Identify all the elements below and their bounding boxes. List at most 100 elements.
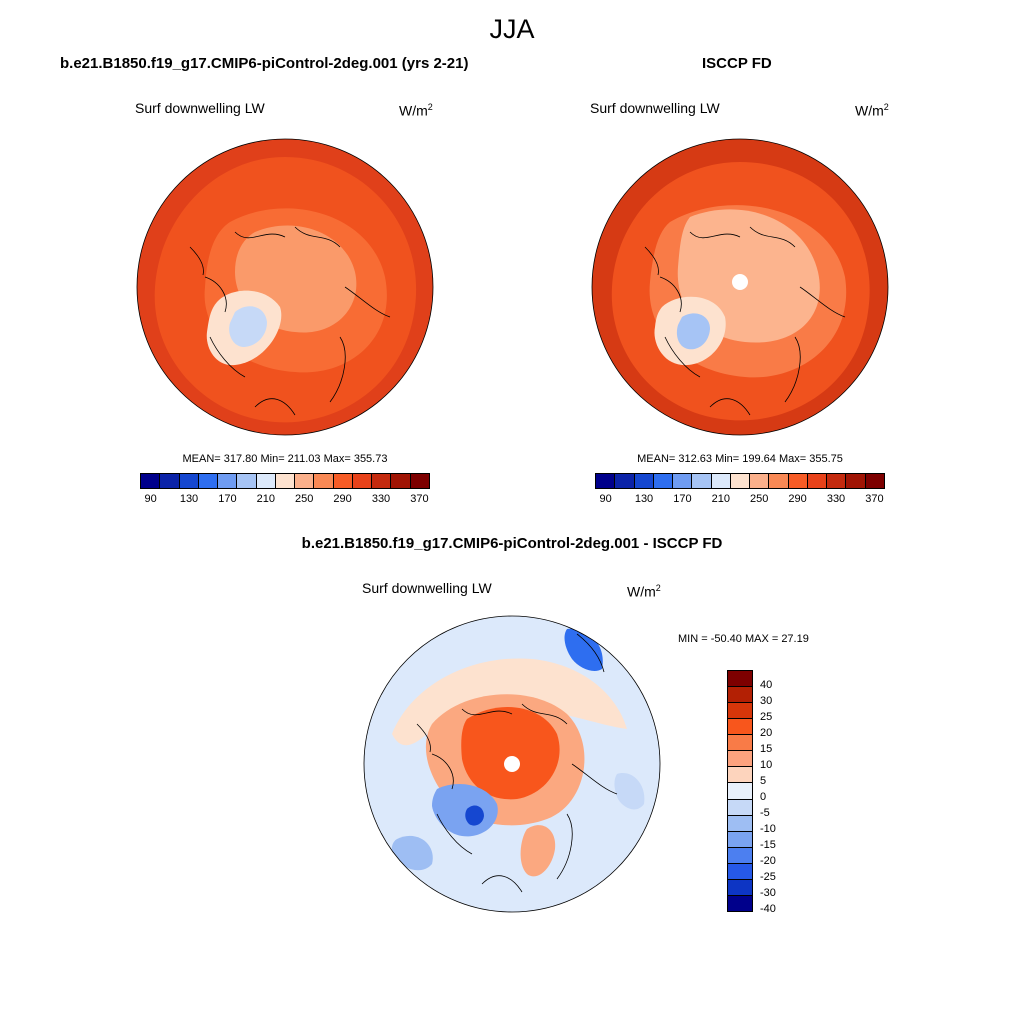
colorbar-swatch: [391, 474, 411, 488]
colorbar-swatch: [596, 474, 616, 488]
panel-2-map: [591, 138, 889, 436]
colorbar-tick-label: -10: [760, 823, 776, 835]
panel-1-stats: MEAN= 317.80 Min= 211.03 Max= 355.73: [182, 453, 388, 465]
colorbar-swatch: [846, 474, 866, 488]
colorbar-swatch: [352, 474, 373, 488]
colorbar-swatch: [728, 847, 752, 864]
panel-3-units: W/m2: [627, 583, 661, 600]
colorbar-tick-label: 170: [673, 493, 692, 505]
colorbar-tick-label: 170: [218, 493, 237, 505]
colorbar-swatch: [198, 474, 219, 488]
colorbar-swatch: [692, 474, 712, 488]
map-coastlines: [416, 633, 618, 893]
panel-3-variable: Surf downwelling LW: [362, 580, 492, 596]
map-coastlines: [189, 226, 391, 416]
colorbar-swatch: [141, 474, 161, 488]
panel-2-units-exp: 2: [883, 102, 889, 112]
colorbar-swatch: [372, 474, 392, 488]
panel-2-units-base: W/m: [855, 102, 884, 119]
colorbar-tick-label: 5: [760, 775, 767, 787]
panel-3-colorbar: [727, 670, 753, 912]
pole-hole: [504, 756, 520, 772]
panel-2-stats: MEAN= 312.63 Min= 199.64 Max= 355.75: [637, 453, 843, 465]
panel-3-map: [363, 615, 661, 913]
colorbar-swatch: [615, 474, 635, 488]
panel-3-units-base: W/m: [627, 583, 656, 600]
map-coastlines: [644, 226, 846, 416]
panel-2-title: ISCCP FD: [702, 55, 772, 72]
map-field-scandinavia-positive: [520, 825, 556, 877]
panel-2-colorbar: [595, 473, 885, 489]
colorbar-swatch: [865, 474, 884, 488]
colorbar-tick-label: 250: [295, 493, 314, 505]
colorbar-swatch: [179, 474, 199, 488]
colorbar-swatch: [673, 474, 693, 488]
colorbar-tick-label: 370: [410, 493, 429, 505]
colorbar-swatch: [728, 751, 752, 768]
colorbar-swatch: [807, 474, 828, 488]
panel-1-units-base: W/m: [399, 102, 428, 119]
colorbar-tick-label: 10: [760, 759, 773, 771]
colorbar-swatch: [237, 474, 257, 488]
colorbar-swatch: [295, 474, 315, 488]
colorbar-swatch: [728, 863, 752, 880]
panel-1-map: [136, 138, 434, 436]
colorbar-tick-label: 130: [634, 493, 654, 505]
colorbar-tick-label: 90: [144, 493, 157, 505]
colorbar-swatch: [728, 783, 752, 800]
colorbar-tick-label: -5: [760, 807, 770, 819]
colorbar-tick-label: -30: [760, 887, 776, 899]
colorbar-tick-label: -20: [760, 855, 776, 867]
colorbar-tick-label: 30: [760, 695, 773, 707]
map-field-greenland-strong-negative: [465, 805, 484, 826]
panel-2-units: W/m2: [855, 102, 889, 119]
colorbar-swatch: [410, 474, 429, 488]
colorbar-swatch: [728, 799, 752, 816]
colorbar-tick-label: -40: [760, 903, 776, 915]
colorbar-swatch: [256, 474, 276, 488]
colorbar-tick-label: 290: [333, 493, 352, 505]
map-field-southern-negative: [614, 773, 645, 810]
panel-1-title: b.e21.B1850.f19_g17.CMIP6-piControl-2deg…: [60, 55, 469, 72]
colorbar-swatch: [275, 474, 296, 488]
colorbar-tick-label: 90: [599, 493, 612, 505]
colorbar-tick-label: 370: [865, 493, 884, 505]
map-field-greenland-core: [229, 306, 267, 347]
colorbar-tick-label: 40: [760, 679, 773, 691]
figure-title: JJA: [489, 14, 535, 44]
colorbar-swatch: [730, 474, 751, 488]
colorbar-tick-label: -15: [760, 839, 776, 851]
colorbar-swatch: [728, 879, 752, 896]
colorbar-swatch: [314, 474, 334, 488]
colorbar-tick-label: 0: [760, 791, 767, 803]
map-field-greenland-core: [676, 313, 710, 350]
colorbar-swatch: [728, 671, 752, 688]
panel-1-variable: Surf downwelling LW: [135, 100, 265, 116]
panel-1-units-exp: 2: [427, 102, 433, 112]
colorbar-swatch: [333, 474, 353, 488]
colorbar-tick-label: 210: [711, 493, 730, 505]
colorbar-swatch: [634, 474, 654, 488]
colorbar-swatch: [728, 895, 752, 911]
colorbar-swatch: [728, 735, 752, 752]
colorbar-swatch: [728, 815, 752, 832]
colorbar-tick-label: 210: [256, 493, 275, 505]
map-field-strong-positive: [461, 707, 560, 800]
pole-hole: [732, 274, 748, 290]
colorbar-swatch: [750, 474, 770, 488]
map-field-greenland-negative: [432, 784, 498, 837]
colorbar-swatch: [711, 474, 731, 488]
colorbar-swatch: [653, 474, 674, 488]
colorbar-swatch: [218, 474, 238, 488]
colorbar-swatch: [728, 703, 752, 720]
colorbar-swatch: [827, 474, 847, 488]
colorbar-swatch: [728, 719, 752, 736]
colorbar-swatch: [788, 474, 808, 488]
panel-1-colorbar: [140, 473, 430, 489]
colorbar-tick-label: 20: [760, 727, 773, 739]
panel-3-units-exp: 2: [655, 583, 661, 593]
panel-1-units: W/m2: [399, 102, 433, 119]
colorbar-swatch: [728, 767, 752, 784]
colorbar-swatch: [728, 831, 752, 848]
colorbar-tick-label: 250: [750, 493, 769, 505]
